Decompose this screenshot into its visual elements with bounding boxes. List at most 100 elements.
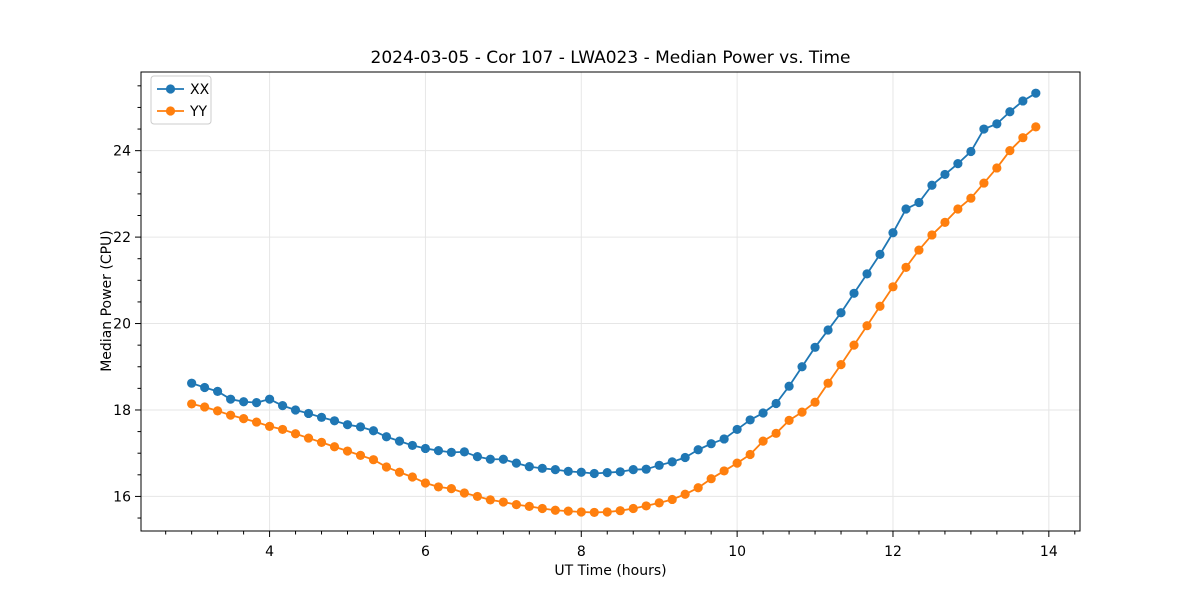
tick-labels: 4 6 8 10 12 14 16 18 20 22 24 — [113, 144, 1058, 560]
series-YY-marker — [485, 495, 495, 505]
series-XX-marker — [511, 458, 521, 468]
x-tick-label: 8 — [577, 544, 586, 560]
series-XX-marker — [940, 169, 950, 180]
series-XX-marker — [966, 146, 976, 157]
y-tick-label: 16 — [113, 489, 131, 505]
x-tick-label: 10 — [728, 544, 746, 560]
series-XX-marker — [381, 432, 392, 442]
series-XX-marker — [251, 398, 262, 408]
series-YY-marker — [342, 446, 353, 456]
series-XX-marker — [914, 197, 924, 208]
series-XX-marker — [524, 462, 534, 472]
series-XX-marker — [979, 124, 989, 134]
series-XX-marker — [680, 452, 690, 463]
series-YY-marker — [251, 417, 262, 427]
series-YY-marker — [200, 402, 210, 412]
series-YY-marker — [277, 424, 288, 435]
series-XX-marker — [758, 408, 768, 418]
series-YY-marker — [239, 414, 249, 424]
series-XX-marker — [810, 342, 820, 352]
chart-title: 2024-03-05 - Cor 107 - LWA023 - Median P… — [370, 48, 851, 68]
series-XX-marker — [420, 443, 431, 454]
series-XX-marker — [187, 378, 197, 388]
series-YY-marker — [368, 455, 379, 465]
series-YY-marker — [1005, 146, 1015, 156]
series-YY-marker — [849, 340, 859, 350]
series-XX-marker — [277, 401, 288, 411]
series-YY-marker — [862, 321, 872, 331]
series-XX-marker — [823, 325, 833, 335]
x-tick-label: 6 — [421, 544, 430, 560]
series-YY-marker — [953, 204, 963, 214]
series-YY-marker — [888, 282, 898, 292]
series-XX-marker — [901, 204, 911, 214]
series-YY-marker — [680, 489, 690, 499]
y-tick-label: 20 — [113, 317, 131, 333]
series-YY-marker — [641, 501, 651, 511]
series-YY-marker — [706, 474, 716, 484]
series-YY-marker — [290, 429, 301, 439]
series-YY-marker — [615, 506, 625, 516]
legend-marker — [165, 106, 176, 116]
series-XX-marker — [459, 447, 469, 457]
series-XX-marker — [706, 439, 716, 449]
series-YY-marker — [226, 410, 236, 420]
y-tick-label: 18 — [113, 403, 131, 419]
series-YY-marker — [810, 397, 820, 407]
series-XX-marker — [226, 394, 236, 404]
series-YY-line — [191, 126, 1037, 514]
series-XX-marker — [303, 408, 314, 419]
series-XX-marker — [433, 446, 444, 456]
series-XX-marker — [446, 447, 456, 457]
series-XX — [187, 88, 1041, 479]
series-YY-marker — [719, 466, 729, 476]
series-YY-marker — [537, 503, 547, 514]
series-XX-marker — [875, 249, 885, 259]
series-YY-marker — [329, 442, 340, 452]
series-XX-marker — [200, 382, 210, 393]
series-YY-marker — [524, 501, 534, 511]
series-XX-marker — [1005, 107, 1015, 117]
legend: XX YY — [150, 75, 212, 125]
series-YY-marker — [498, 497, 508, 507]
series-XX-marker — [1031, 88, 1041, 98]
series-XX-marker — [992, 119, 1002, 129]
series-YY-marker — [446, 484, 456, 494]
plot-box — [140, 71, 1081, 532]
series-XX-marker — [615, 467, 625, 477]
series-YY-marker — [589, 507, 599, 518]
series-YY-marker — [602, 507, 612, 517]
series-YY-marker — [407, 472, 418, 482]
series-YY-marker — [264, 421, 275, 432]
series-XX-marker — [368, 426, 379, 436]
series-YY-marker — [784, 415, 794, 425]
series-XX-marker — [641, 464, 651, 474]
y-tick-label: 24 — [113, 144, 131, 160]
series-XX-marker — [485, 454, 495, 464]
series-XX-marker — [719, 434, 729, 444]
series-XX-marker — [667, 457, 677, 467]
legend-marker — [165, 84, 176, 94]
series-XX-marker — [329, 416, 340, 426]
series-XX-marker — [550, 465, 560, 475]
series-XX-marker — [849, 288, 859, 298]
series-XX-marker — [654, 460, 664, 470]
series-YY-marker — [654, 498, 664, 508]
legend-label: XX — [190, 82, 210, 98]
series-YY-marker — [771, 428, 781, 438]
series-XX-marker — [771, 398, 781, 409]
x-tick-label: 4 — [265, 544, 274, 560]
series-YY-marker — [875, 301, 885, 311]
series-YY-marker — [979, 178, 989, 188]
tick-marks — [135, 85, 1076, 537]
series-YY-marker — [992, 163, 1002, 173]
x-axis-label: UT Time (hours) — [554, 563, 667, 579]
series-XX-marker — [784, 381, 794, 391]
gridlines — [141, 72, 1080, 531]
series-XX-marker — [576, 467, 586, 477]
series-YY-marker — [901, 262, 911, 272]
series-XX-marker — [239, 397, 249, 407]
series-YY-marker — [823, 378, 833, 388]
series-XX-marker — [628, 465, 638, 475]
